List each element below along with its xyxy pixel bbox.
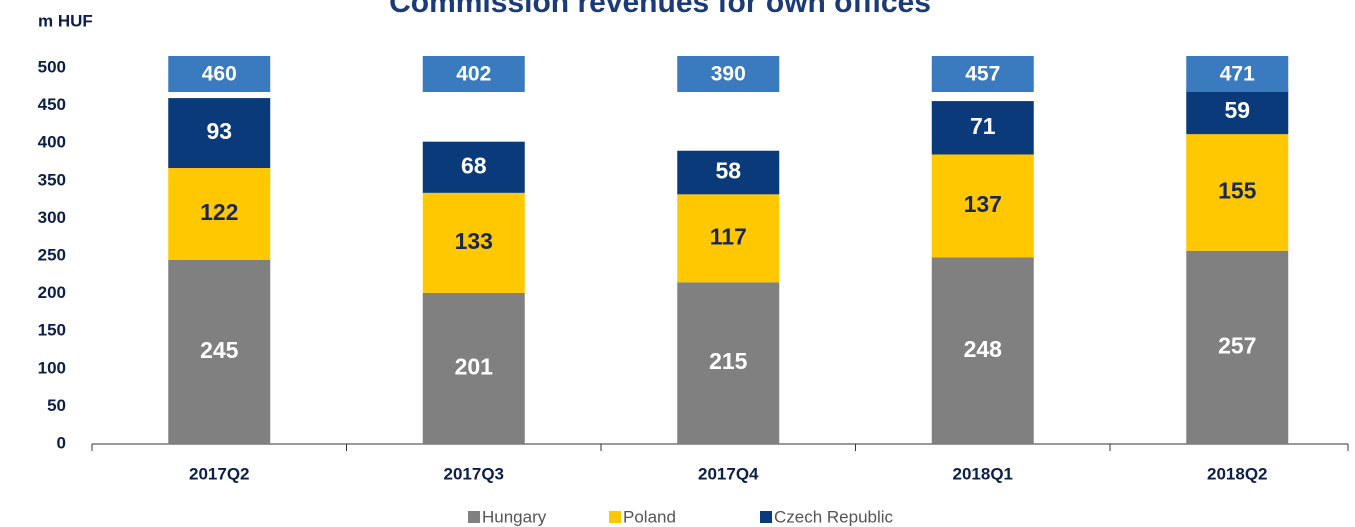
data-label: 137 xyxy=(964,191,1002,217)
data-label: 71 xyxy=(970,113,996,139)
y-tick-label: 100 xyxy=(38,358,66,377)
legend-swatch xyxy=(609,511,621,523)
data-label: 215 xyxy=(709,348,748,374)
total-box xyxy=(931,56,1034,92)
bar-segment xyxy=(931,101,1034,155)
data-label: 58 xyxy=(715,158,741,184)
total-box xyxy=(422,56,525,92)
y-tick-label: 300 xyxy=(38,208,66,227)
y-tick-label: 350 xyxy=(38,170,66,189)
bar-segment xyxy=(422,141,525,193)
x-tick-label: 2017Q2 xyxy=(189,464,250,483)
data-label: 248 xyxy=(964,336,1003,362)
data-label: 122 xyxy=(200,199,238,225)
data-label: 245 xyxy=(200,337,239,363)
bar-segment xyxy=(1186,250,1289,444)
bar-segment xyxy=(931,257,1034,444)
y-tick-label: 150 xyxy=(38,321,66,340)
bar-segment xyxy=(1186,89,1289,135)
data-label: 59 xyxy=(1224,97,1250,123)
bar-segment xyxy=(422,192,525,293)
total-box xyxy=(1186,56,1289,92)
bar-segment xyxy=(168,259,271,444)
y-tick-label: 500 xyxy=(38,57,66,76)
total-box xyxy=(168,56,271,92)
y-axis-label: m HUF xyxy=(38,11,93,30)
total-label: 460 xyxy=(202,63,237,86)
total-label: 390 xyxy=(711,63,746,86)
data-label: 201 xyxy=(455,354,494,380)
total-box xyxy=(677,56,780,92)
data-label: 68 xyxy=(461,152,487,178)
legend-swatch xyxy=(468,511,480,523)
data-label: 155 xyxy=(1218,178,1257,204)
bar-segment xyxy=(677,150,780,195)
bar-segment xyxy=(1186,134,1289,251)
legend-label: Czech Republic xyxy=(774,507,894,526)
bar-segment xyxy=(677,194,780,283)
data-label: 117 xyxy=(710,223,747,249)
bar-segment xyxy=(168,98,271,169)
x-tick-label: 2017Q4 xyxy=(698,464,759,483)
data-label: 133 xyxy=(455,228,493,254)
y-tick-label: 450 xyxy=(38,95,66,114)
total-label: 402 xyxy=(456,63,491,86)
x-tick-label: 2018Q1 xyxy=(953,464,1014,483)
y-tick-label: 50 xyxy=(47,396,66,415)
bar-segment xyxy=(677,282,780,444)
x-tick-label: 2018Q2 xyxy=(1207,464,1268,483)
bar-segment xyxy=(422,292,525,444)
total-label: 471 xyxy=(1220,63,1255,86)
chart-title: Commission revenues for own offices xyxy=(389,0,931,19)
y-tick-label: 200 xyxy=(38,283,66,302)
legend-label: Poland xyxy=(623,507,676,526)
y-tick-label: 250 xyxy=(38,245,66,264)
bar-segment xyxy=(168,168,271,260)
bar-segment xyxy=(931,154,1034,258)
data-label: 93 xyxy=(206,118,232,144)
legend-swatch xyxy=(760,511,772,523)
y-tick-label: 0 xyxy=(57,433,66,452)
x-tick-label: 2017Q3 xyxy=(444,464,505,483)
legend-label: Hungary xyxy=(482,507,547,526)
y-tick-label: 400 xyxy=(38,133,66,152)
data-label: 257 xyxy=(1218,332,1256,358)
total-label: 457 xyxy=(965,63,1000,86)
